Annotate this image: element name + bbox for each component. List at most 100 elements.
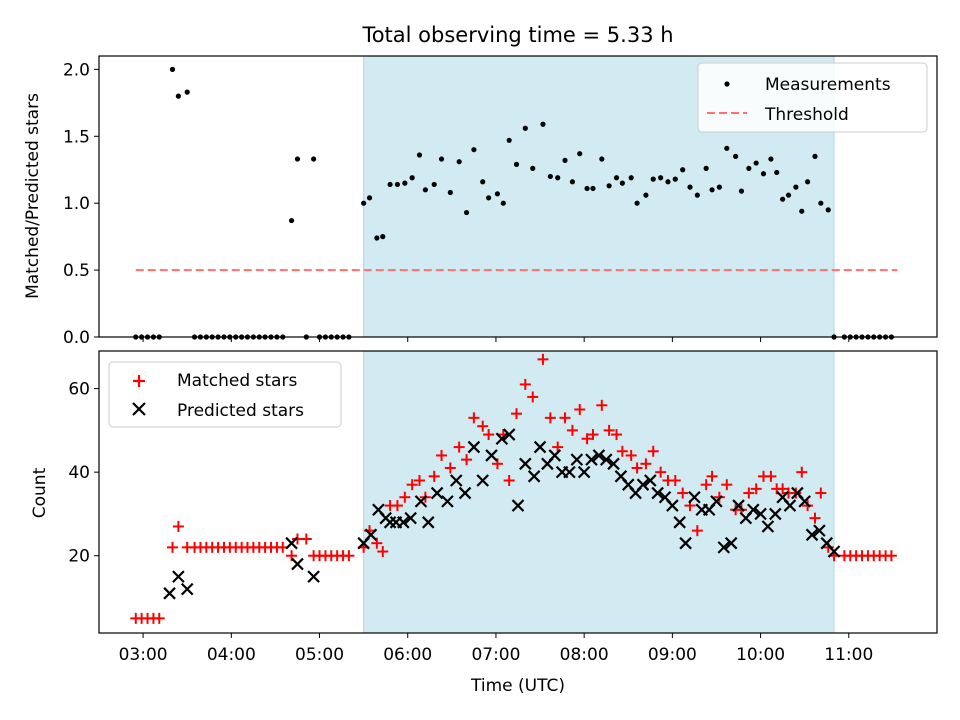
matched-legend-marker <box>133 375 145 387</box>
matched-star-point <box>153 612 165 624</box>
matched-star-point <box>511 408 523 420</box>
predicted-star-point <box>688 490 701 504</box>
measurement-point <box>628 175 634 181</box>
predicted-star-point <box>769 507 782 521</box>
predicted-star-point <box>717 541 731 554</box>
top-y-tick-label: 1.5 <box>63 127 90 147</box>
predicted-star-point <box>679 536 692 550</box>
measurement-point <box>694 192 700 198</box>
matched-star-point <box>625 449 637 461</box>
x-tick-label: 09:00 <box>648 645 697 665</box>
measurement-point <box>709 187 715 193</box>
measurement-point <box>634 200 640 206</box>
matched-star-point <box>300 533 312 545</box>
predicted-star-point <box>577 465 591 479</box>
measurement-point <box>577 151 583 157</box>
predicted-star-point <box>485 449 498 462</box>
measurement-point <box>606 183 612 189</box>
x-axis-label: Time (UTC) <box>470 676 565 696</box>
measurement-point <box>506 137 512 143</box>
bottom-observing-window <box>363 351 835 633</box>
measurements-legend-label: Measurements <box>765 75 891 95</box>
measurement-point <box>804 179 811 185</box>
predicted-star-point <box>651 486 664 500</box>
matched-star-point <box>399 491 411 503</box>
bottom-y-tick-label: 40 <box>68 463 90 483</box>
predicted-legend-marker <box>132 402 146 416</box>
matched-star-point <box>559 412 571 424</box>
matched-star-point <box>796 466 808 478</box>
predicted-star-point <box>307 570 320 583</box>
measurement-point <box>672 176 678 182</box>
predicted-star-point <box>805 528 819 542</box>
measurement-point <box>774 169 780 176</box>
measurement-point <box>387 181 393 188</box>
predicted-star-point <box>798 495 811 508</box>
matched-star-point <box>616 445 628 457</box>
matched-star-point <box>647 445 659 457</box>
measurement-point <box>687 184 693 190</box>
predicted-star-point <box>666 499 679 512</box>
matched-star-point <box>596 399 608 411</box>
matched-star-point <box>603 424 615 436</box>
predicted-star-point <box>636 478 650 491</box>
measurement-point <box>703 165 709 171</box>
measurement-point <box>480 179 486 185</box>
matched-star-point <box>809 512 821 524</box>
predicted-star-point <box>414 495 428 508</box>
x-tick-label: 07:00 <box>471 645 520 665</box>
predicted-star-point <box>422 516 435 529</box>
predicted-star-point <box>761 520 775 533</box>
matched-star-point <box>640 458 652 470</box>
matched-star-point <box>477 420 489 432</box>
x-tick-label: 06:00 <box>383 645 432 665</box>
predicted-star-point <box>172 570 185 583</box>
matched-star-point <box>581 433 593 445</box>
x-tick-label: 08:00 <box>560 645 609 665</box>
predicted-star-point <box>732 499 745 512</box>
matched-star-point <box>611 429 623 441</box>
predicted-star-point <box>754 507 767 521</box>
matched-legend-label: Matched stars <box>177 371 297 391</box>
measurement-point <box>294 156 301 162</box>
predicted-star-point <box>710 495 723 508</box>
measurement-point <box>494 191 501 197</box>
predicted-star-point <box>563 465 576 479</box>
measurement-point <box>599 156 605 162</box>
matched-star-point <box>503 475 515 487</box>
measurement-point <box>658 175 664 181</box>
predicted-star-point <box>548 449 562 462</box>
matched-star-point <box>391 500 403 512</box>
predicted-star-point <box>592 449 606 462</box>
measurement-point <box>422 187 428 193</box>
top-y-tick-label: 2.0 <box>63 60 90 80</box>
predicted-star-point <box>607 457 620 471</box>
measurement-point <box>716 184 722 190</box>
predicted-star-point <box>291 557 304 571</box>
top-y-tick-label: 0.5 <box>63 261 90 281</box>
measurement-point <box>738 188 745 194</box>
bottom-legend: Matched stars Predicted stars <box>108 361 342 428</box>
predicted-star-point <box>502 428 516 441</box>
predicted-star-point <box>364 528 378 542</box>
x-tick-label: 11:00 <box>824 645 873 665</box>
measurement-point <box>522 125 528 131</box>
measurement-point <box>619 180 625 186</box>
predicted-star-point <box>430 486 444 500</box>
measurement-point <box>540 121 546 127</box>
matched-star-point <box>631 462 643 474</box>
matched-star-point <box>765 470 777 482</box>
measurement-point <box>438 156 445 162</box>
predicted-star-point <box>673 516 686 529</box>
measurement-point <box>555 175 561 181</box>
measurement-point <box>793 184 799 190</box>
measurement-point <box>643 192 649 198</box>
measurement-point <box>562 157 568 163</box>
top-axes-frame <box>98 55 938 338</box>
measurement-point <box>584 185 590 192</box>
predicted-star-point <box>511 499 525 512</box>
top-y-axis-label: Matched/Predicted stars <box>23 93 43 299</box>
matched-star-point <box>519 378 531 390</box>
matched-star-point <box>468 412 480 424</box>
